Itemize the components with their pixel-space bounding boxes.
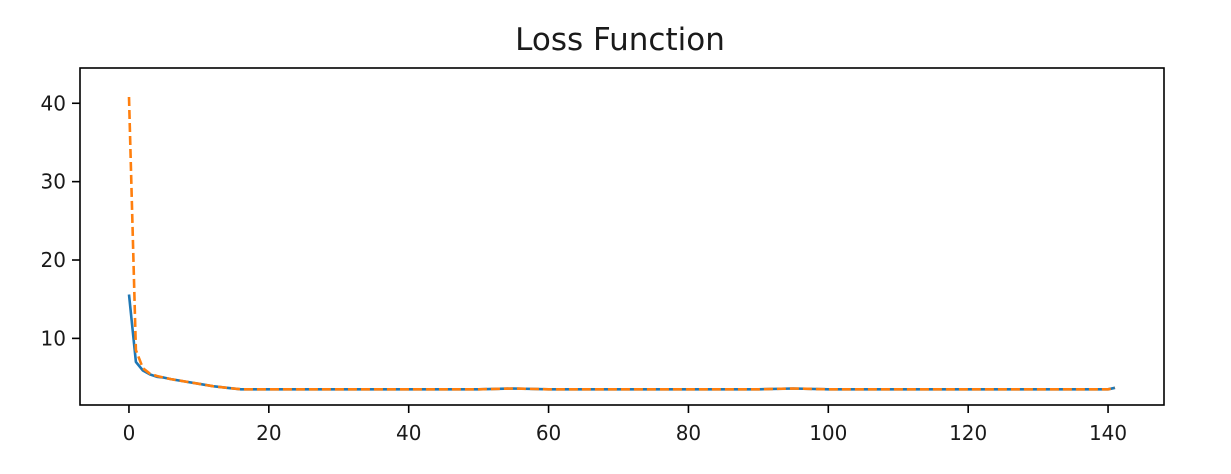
x-tick-label: 60 (536, 421, 561, 445)
series-line-dashed (127, 96, 1116, 391)
y-tick-label: 40 (41, 91, 66, 115)
x-tick-label: 0 (123, 421, 136, 445)
y-axis: 10 20 30 40 (41, 91, 80, 350)
series-layer (127, 96, 1116, 391)
chart-title: Loss Function (515, 22, 725, 58)
x-tick-label: 120 (949, 421, 987, 445)
x-tick-label: 80 (676, 421, 701, 445)
y-tick-label: 20 (41, 248, 66, 272)
y-tick-label: 30 (41, 170, 66, 194)
x-tick-label: 140 (1089, 421, 1127, 445)
x-tick-label: 100 (809, 421, 847, 445)
x-tick-label: 20 (256, 421, 281, 445)
y-tick-label: 10 (41, 326, 66, 350)
x-tick-label: 40 (396, 421, 421, 445)
x-axis: 0 20 40 60 80 100 120 140 (123, 405, 1127, 445)
plot-frame (79, 67, 1165, 406)
